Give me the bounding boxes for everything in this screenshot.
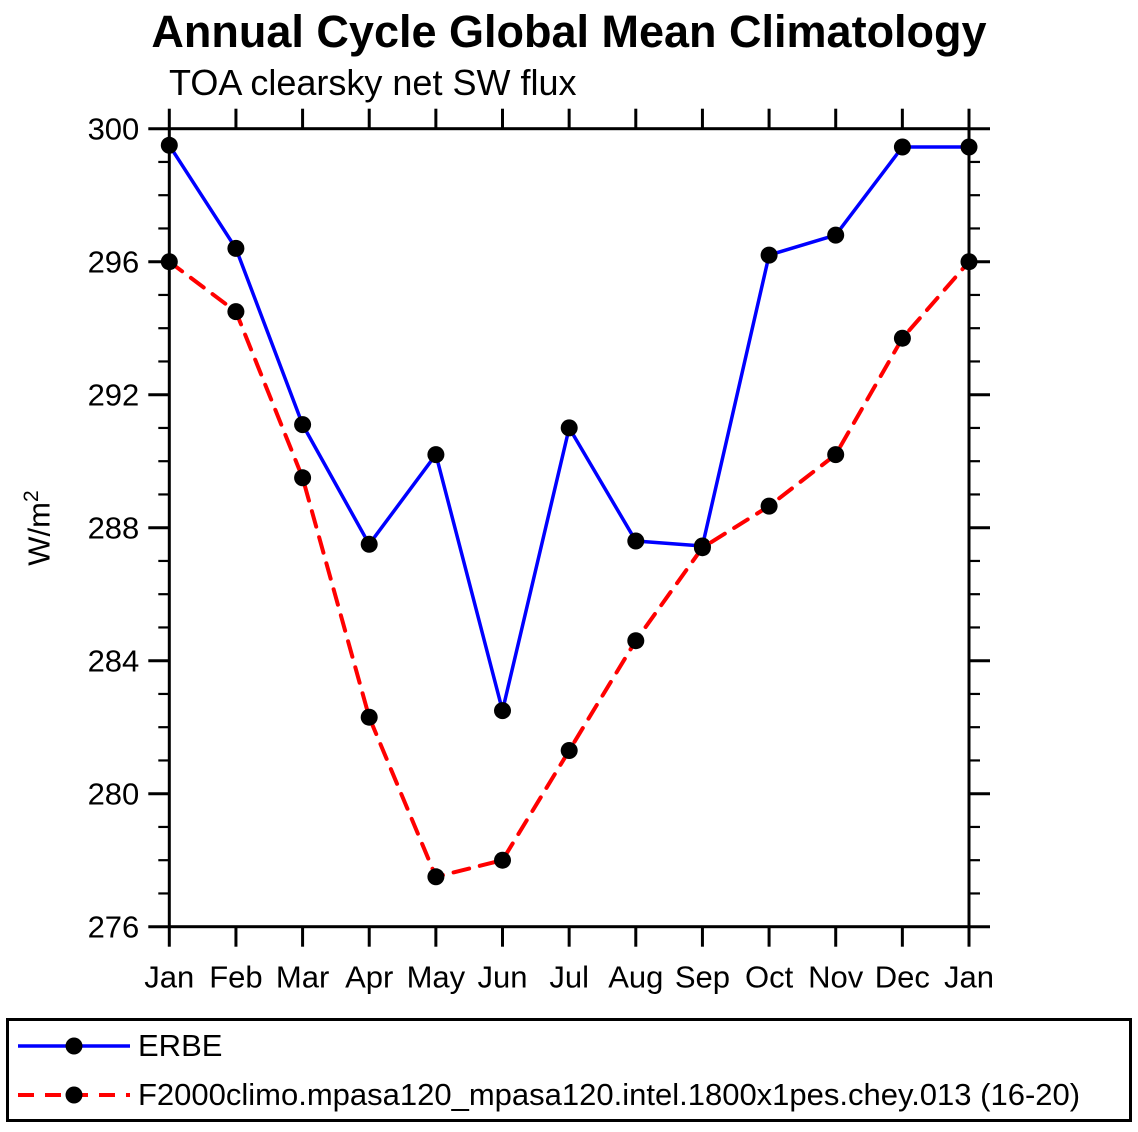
model-marker (760, 497, 778, 515)
erbe-marker (827, 226, 845, 244)
legend-sample-erbe (18, 1037, 130, 1054)
model-marker (427, 868, 445, 886)
model-marker (294, 469, 312, 487)
erbe-marker (294, 416, 312, 434)
legend: ERBE F2000climo.mpasa120_mpasa120.intel.… (6, 1018, 1132, 1122)
model-marker (627, 632, 645, 650)
erbe-marker (227, 239, 245, 257)
erbe-marker (893, 138, 911, 156)
erbe-marker (627, 532, 645, 550)
x-tick-label: Sep (675, 960, 730, 995)
legend-label-erbe: ERBE (138, 1027, 223, 1063)
erbe-marker (160, 136, 178, 154)
x-tick-label: Jan (944, 960, 994, 995)
erbe-marker (760, 246, 778, 264)
erbe-marker (960, 138, 978, 156)
model-line (167, 259, 971, 879)
model-marker (693, 539, 711, 557)
x-tick-label: Nov (808, 960, 864, 995)
erbe-marker (360, 535, 378, 553)
x-tick-label: Apr (345, 960, 393, 995)
model-marker (893, 329, 911, 347)
y-tick-label: 292 (88, 378, 140, 413)
chart-title: Annual Cycle Global Mean Climatology (151, 6, 987, 57)
model-marker (360, 708, 378, 726)
chart-subtitle: TOA clearsky net SW flux (169, 62, 577, 103)
x-tick-label: Feb (209, 960, 262, 995)
erbe-marker (560, 419, 578, 437)
y-tick-label: 276 (88, 910, 140, 945)
model-marker (494, 851, 511, 869)
legend-sample-model (18, 1086, 130, 1103)
y-tick-label: 280 (88, 777, 140, 812)
model-legend-marker (65, 1086, 83, 1103)
model-marker (227, 303, 245, 321)
y-tick-label: 300 (88, 112, 140, 147)
x-tick-label: Jan (144, 960, 194, 995)
y-tick-label: 284 (88, 644, 140, 679)
erbe-legend-marker (65, 1037, 83, 1054)
plot-area: Jan Feb Mar Apr May Jun Jul Aug Sep Oct Nov Dec Jan2… (88, 108, 994, 995)
x-tick-label: Dec (875, 960, 930, 995)
legend-entry-model: F2000climo.mpasa120_mpasa120.intel.1800x… (13, 1074, 1129, 1116)
x-tick-label: Mar (276, 960, 329, 995)
model-marker (827, 446, 845, 464)
model-marker (160, 253, 178, 271)
x-tick-label: Oct (745, 960, 794, 995)
erbe-marker (494, 702, 511, 720)
x-tick-label: Jul (549, 960, 589, 995)
axis-frame (167, 127, 971, 929)
model-marker (960, 253, 978, 271)
x-tick-label: May (407, 960, 466, 995)
y-tick-label: 288 (88, 511, 140, 546)
x-tick-label: Jun (478, 960, 528, 995)
legend-entry-erbe: ERBE (13, 1025, 1129, 1067)
erbe-marker (427, 446, 445, 464)
x-tick-label: Aug (608, 960, 663, 995)
model-marker (560, 742, 578, 759)
y-tick-label: 296 (88, 245, 140, 280)
legend-label-model: F2000climo.mpasa120_mpasa120.intel.1800x… (138, 1076, 1081, 1112)
